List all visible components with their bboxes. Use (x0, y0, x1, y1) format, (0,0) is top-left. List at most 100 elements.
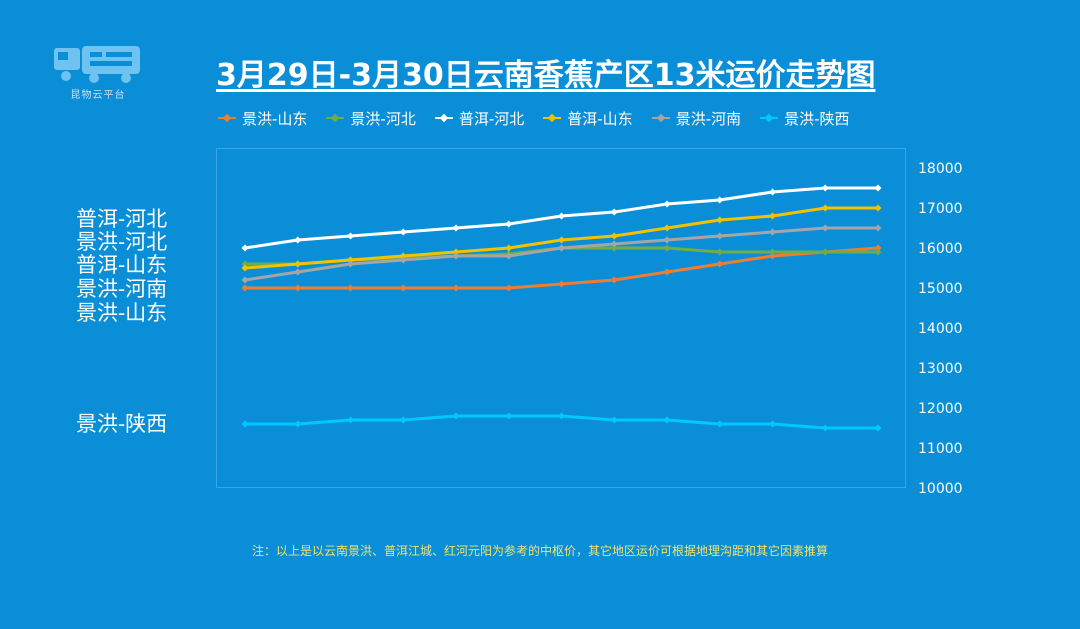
plot-area-frame (216, 148, 906, 488)
data-point (716, 216, 724, 224)
data-point (399, 228, 407, 236)
data-point (821, 424, 829, 432)
data-point (294, 284, 302, 292)
legend-label: 景洪-河北 (350, 109, 416, 128)
legend-label: 景洪-陕西 (784, 109, 850, 128)
y-tick-label: 17000 (918, 201, 963, 217)
y-tick-label: 10000 (918, 481, 963, 497)
data-point (663, 224, 671, 232)
data-point (347, 284, 354, 292)
footnote: 注：以上是以云南景洪、普洱江城、红河元阳为参考的中枢价，其它地区运价可根据地理沟… (251, 544, 828, 558)
truck-logo-icon (54, 46, 140, 83)
legend-item: 景洪-陕西 (760, 106, 850, 130)
data-point (716, 420, 724, 428)
data-point (610, 244, 618, 252)
data-point (399, 252, 407, 260)
data-point (716, 248, 724, 256)
logo-text: 昆物云平台 (70, 90, 126, 101)
legend-swatch (218, 112, 236, 124)
data-point (769, 420, 776, 428)
legend-item: 景洪-山东 (218, 106, 307, 130)
data-point (874, 248, 882, 256)
y-tick-label: 11000 (918, 441, 963, 457)
side-label-puer-hebei: 普洱-河北 (76, 207, 168, 231)
data-point (505, 412, 513, 420)
legend-item: 普洱-河北 (434, 106, 525, 130)
side-label-jinghong-hebei: 景洪-河北 (76, 230, 168, 254)
y-tick-label: 16000 (918, 241, 963, 257)
side-label-puer-shandong: 普洱-山东 (76, 253, 168, 277)
data-point (399, 284, 407, 292)
legend-item: 景洪-河南 (651, 106, 742, 130)
data-point (558, 212, 565, 220)
y-tick-label: 15000 (918, 281, 963, 297)
chart-legend: 景洪-山东 景洪-河北 普洱-河北 普洱-山东 景洪-河南 景洪-陕西 (218, 106, 869, 130)
side-label-jinghong-henan: 景洪-河南 (76, 277, 168, 301)
data-point (821, 184, 829, 192)
data-point (610, 416, 618, 424)
side-label-jinghong-shaanxi: 景洪-陕西 (76, 412, 168, 436)
legend-swatch (651, 112, 670, 124)
data-point (399, 416, 407, 424)
data-point (663, 236, 671, 244)
y-tick-label: 14000 (918, 321, 963, 337)
data-point (241, 260, 249, 268)
data-point (663, 268, 671, 276)
data-point (558, 244, 565, 252)
data-point (452, 252, 460, 260)
legend-label: 普洱-河北 (458, 109, 525, 128)
data-point (769, 248, 776, 256)
data-point (505, 284, 513, 292)
data-point (558, 412, 565, 420)
data-point (769, 228, 776, 236)
data-point (452, 248, 460, 256)
chart-title: 3月29日-3月30日云南香蕉产区13米运价走势图 (216, 58, 876, 93)
legend-item: 景洪-河北 (326, 106, 416, 130)
data-point (821, 224, 829, 232)
data-point (241, 420, 249, 428)
legend-label: 景洪-山东 (242, 109, 308, 128)
legend-swatch (760, 112, 779, 124)
y-tick-label: 12000 (918, 401, 963, 417)
data-point (821, 204, 829, 212)
data-point (663, 200, 671, 208)
legend-item: 普洱-山东 (543, 106, 633, 130)
legend-label: 普洱-山东 (567, 109, 633, 128)
data-point (874, 224, 882, 232)
data-point (610, 276, 618, 284)
data-point (874, 184, 882, 192)
y-tick-label: 13000 (918, 361, 963, 377)
data-point (769, 252, 776, 260)
legend-swatch (543, 112, 562, 124)
data-point (716, 232, 724, 240)
data-point (241, 284, 249, 292)
data-point (452, 412, 460, 420)
data-point (874, 204, 882, 212)
data-point (874, 424, 882, 432)
data-point (294, 268, 302, 276)
side-label-jinghong-shandong: 景洪-山东 (76, 301, 168, 325)
series-4 (241, 224, 882, 284)
data-point (821, 248, 829, 256)
data-point (769, 188, 776, 196)
data-point (716, 260, 724, 268)
data-point (241, 244, 249, 252)
logo: 昆物云平台 (50, 42, 146, 108)
data-point (558, 280, 565, 288)
data-point (874, 244, 882, 252)
data-point (347, 260, 354, 268)
data-point (399, 256, 407, 264)
legend-label: 景洪-河南 (675, 109, 742, 128)
data-point (505, 252, 513, 260)
data-point (716, 196, 724, 204)
data-point (294, 236, 302, 244)
data-point (558, 236, 565, 244)
data-point (663, 416, 671, 424)
data-point (610, 240, 618, 248)
data-point (347, 232, 354, 240)
series-5 (241, 412, 882, 432)
data-point (241, 276, 249, 284)
data-point (505, 244, 513, 252)
data-point (610, 232, 618, 240)
